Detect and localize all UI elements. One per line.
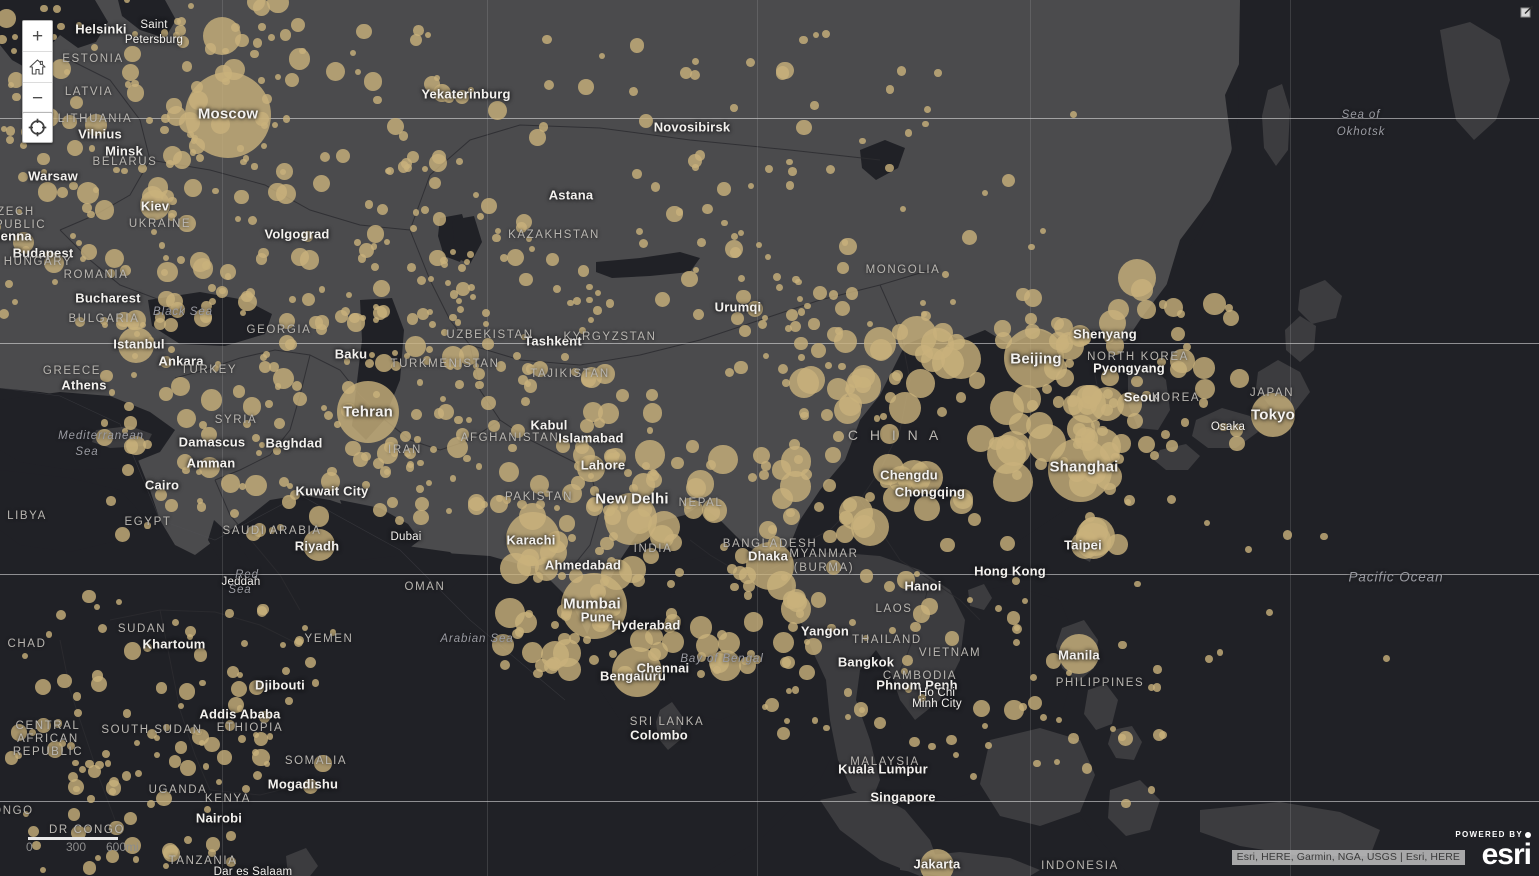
logo-dot [1525, 831, 1531, 838]
home-icon [29, 59, 46, 75]
expand-button[interactable] [1519, 4, 1534, 19]
locate-icon [28, 118, 47, 137]
powered-by-label: POWERED BY [1455, 831, 1531, 839]
zoom-out-button[interactable]: − [23, 83, 52, 114]
esri-wordmark: esri [1481, 838, 1532, 871]
home-button[interactable] [23, 52, 52, 83]
esri-logo: POWERED BY esri [1455, 831, 1532, 871]
zoom-in-button[interactable]: + [23, 21, 52, 52]
attribution-text[interactable]: Esri, HERE, Garmin, NGA, USGS | Esri, HE… [1231, 850, 1465, 865]
locate-button[interactable] [22, 112, 53, 143]
expand-icon [1520, 5, 1533, 18]
minus-icon: − [31, 88, 44, 109]
zoom-controls[interactable]: + − [22, 20, 53, 115]
plus-icon: + [31, 25, 44, 47]
